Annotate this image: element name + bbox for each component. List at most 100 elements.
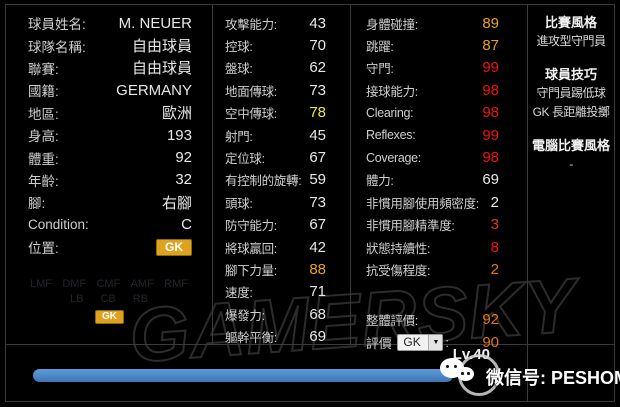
stat-label: 盤球: <box>225 62 253 77</box>
stat-value: 89 <box>482 14 499 32</box>
info-row: 年齡: 32 <box>28 169 192 191</box>
stat-label: 射門: <box>225 129 253 144</box>
stat-value: 69 <box>309 328 326 346</box>
info-value: C <box>181 216 192 234</box>
info-row: 體重: 92 <box>28 146 192 168</box>
gk-position-badge: GK <box>95 310 124 325</box>
stat-value: 99 <box>482 126 499 144</box>
info-label: Condition: <box>28 217 89 233</box>
stat-label: 身體碰撞: <box>366 17 418 32</box>
stat-value: 68 <box>309 305 326 323</box>
skill-item: 守門員踢低球 <box>536 86 606 100</box>
info-row: 腳: 右腳 <box>28 191 192 213</box>
stat-row: 盤球: 62 <box>225 57 326 79</box>
stat-value: 78 <box>309 104 326 122</box>
stat-value: 69 <box>482 171 499 189</box>
position-cell: RMF <box>164 278 188 291</box>
position-cell: LB <box>70 293 84 306</box>
playstyle-header: 比賽風格 <box>544 15 597 30</box>
stat-value: 71 <box>309 283 326 301</box>
stat-row: 定位球: 67 <box>225 146 326 168</box>
stat-value: 98 <box>482 149 499 167</box>
stat-value: 59 <box>309 171 326 189</box>
stat-label: Coverage: <box>366 150 421 165</box>
player-stats-panel: 球員姓名: M. NEUER 球隊名稱: 自由球員 聯賽: 自由球員 <box>5 4 615 351</box>
level-progress-fill <box>33 369 454 382</box>
stat-row: 攻擊能力: 43 <box>225 12 326 34</box>
position-cell: DMF <box>62 278 87 291</box>
player-info-column: 球員姓名: M. NEUER 球隊名稱: 自由球員 聯賽: 自由球員 <box>6 5 212 344</box>
stat-label: 跳躍: <box>366 40 394 55</box>
stat-label: 接球能力: <box>366 84 418 99</box>
info-label: 體重: <box>28 151 59 167</box>
level-progress-bar <box>33 369 485 382</box>
wechat-watermark: 微信号: PESHOME <box>438 352 620 400</box>
info-row: Condition: C <box>28 214 192 236</box>
stat-value: 98 <box>482 104 499 122</box>
panel-divider <box>527 344 528 401</box>
stat-label: 地面傳球: <box>225 84 277 99</box>
wechat-id-label: 微信号: PESHOME <box>486 368 620 388</box>
info-label: 位置: <box>28 241 59 257</box>
stat-row: 狀態持續性: 8 <box>366 236 499 258</box>
stat-value: 70 <box>309 37 326 55</box>
stat-row: 速度: 71 <box>225 281 326 303</box>
stat-row: 空中傳球: 78 <box>225 102 326 124</box>
com-playstyle-item: - <box>569 157 573 171</box>
playstyle-sidebar: 比賽風格 進攻型守門員 球員技巧 守門員踢低球 GK 長距離投擲 電腦比賽風格 - <box>527 5 614 344</box>
stat-row: 射門: 45 <box>225 124 326 146</box>
position-badge: GK <box>156 238 192 256</box>
stat-label: 防守能力: <box>225 219 277 234</box>
stat-label: 有控制的旋轉: <box>225 174 302 189</box>
stat-value: 62 <box>309 59 326 77</box>
stat-label: 速度: <box>225 286 253 301</box>
rating-label: 評價 <box>366 335 392 351</box>
info-label: 聯賽: <box>28 61 59 77</box>
stat-row: 防守能力: 67 <box>225 214 326 236</box>
info-row: 地區: 歐洲 <box>28 102 192 124</box>
stat-label: 抗受傷程度: <box>366 263 431 278</box>
info-row: 聯賽: 自由球員 <box>28 57 192 79</box>
overall-rating-row: 整體評價: 92 <box>366 309 499 331</box>
stat-row: 將球贏回: 42 <box>225 236 326 258</box>
skill-items: 守門員踢低球 GK 長距離投擲 <box>528 84 614 122</box>
info-value: M. NEUER <box>118 14 192 32</box>
stat-value: 99 <box>482 59 499 77</box>
info-label: 年齡: <box>28 173 59 189</box>
stat-label: 守門: <box>366 62 394 77</box>
stat-row: 接球能力: 98 <box>366 79 499 101</box>
stat-label: 非慣用腳使用頻密度: <box>366 196 479 211</box>
stat-row: 有控制的旋轉: 59 <box>225 169 326 191</box>
rating-position-select[interactable]: GK ▼ <box>397 333 444 351</box>
gk-stat-rows: 身體碰撞: 89 跳躍: 87 守門: 99 接球能力: 98 <box>366 12 499 281</box>
stat-value: 67 <box>309 149 326 167</box>
info-value: 自由球員 <box>131 38 192 56</box>
stat-row: 跳躍: 87 <box>366 34 499 56</box>
position-grid-row: LB CB RB <box>70 293 148 305</box>
gk-stats-column: 身體碰撞: 89 跳躍: 87 守門: 99 接球能力: 98 <box>350 5 527 351</box>
stat-row: 體力: 69 <box>366 169 499 191</box>
position-grid-gk-row: GK <box>95 310 192 325</box>
level-panel <box>5 344 615 402</box>
overall-rating-label: 整體評價: <box>366 314 418 329</box>
stat-value: 8 <box>490 238 499 256</box>
stat-value: 87 <box>482 37 499 55</box>
info-value: 32 <box>175 171 192 189</box>
stat-label: 狀態持續性: <box>366 241 431 256</box>
attack-stats-column: 攻擊能力: 43 控球: 70 盤球: 62 地面傳球: 73 <box>212 5 350 346</box>
stat-value: 2 <box>490 260 499 278</box>
stat-value: 2 <box>490 193 499 211</box>
stat-value: 45 <box>309 126 326 144</box>
wechat-icon <box>457 367 474 381</box>
info-row: 身高: 193 <box>28 124 192 146</box>
stat-label: 空中傳球: <box>225 107 277 122</box>
rating-position-selected: GK <box>403 334 421 349</box>
info-value: 自由球員 <box>131 60 192 78</box>
com-playstyle-header: 電腦比賽風格 <box>531 138 610 153</box>
stat-row: 守門: 99 <box>366 57 499 79</box>
info-value: 右腳 <box>161 194 192 212</box>
stat-value: 88 <box>309 260 326 278</box>
stat-label: 腳下力量: <box>225 263 277 278</box>
stat-row: 腳下力量: 88 <box>225 258 326 280</box>
stat-row: 爆發力: 68 <box>225 303 326 325</box>
